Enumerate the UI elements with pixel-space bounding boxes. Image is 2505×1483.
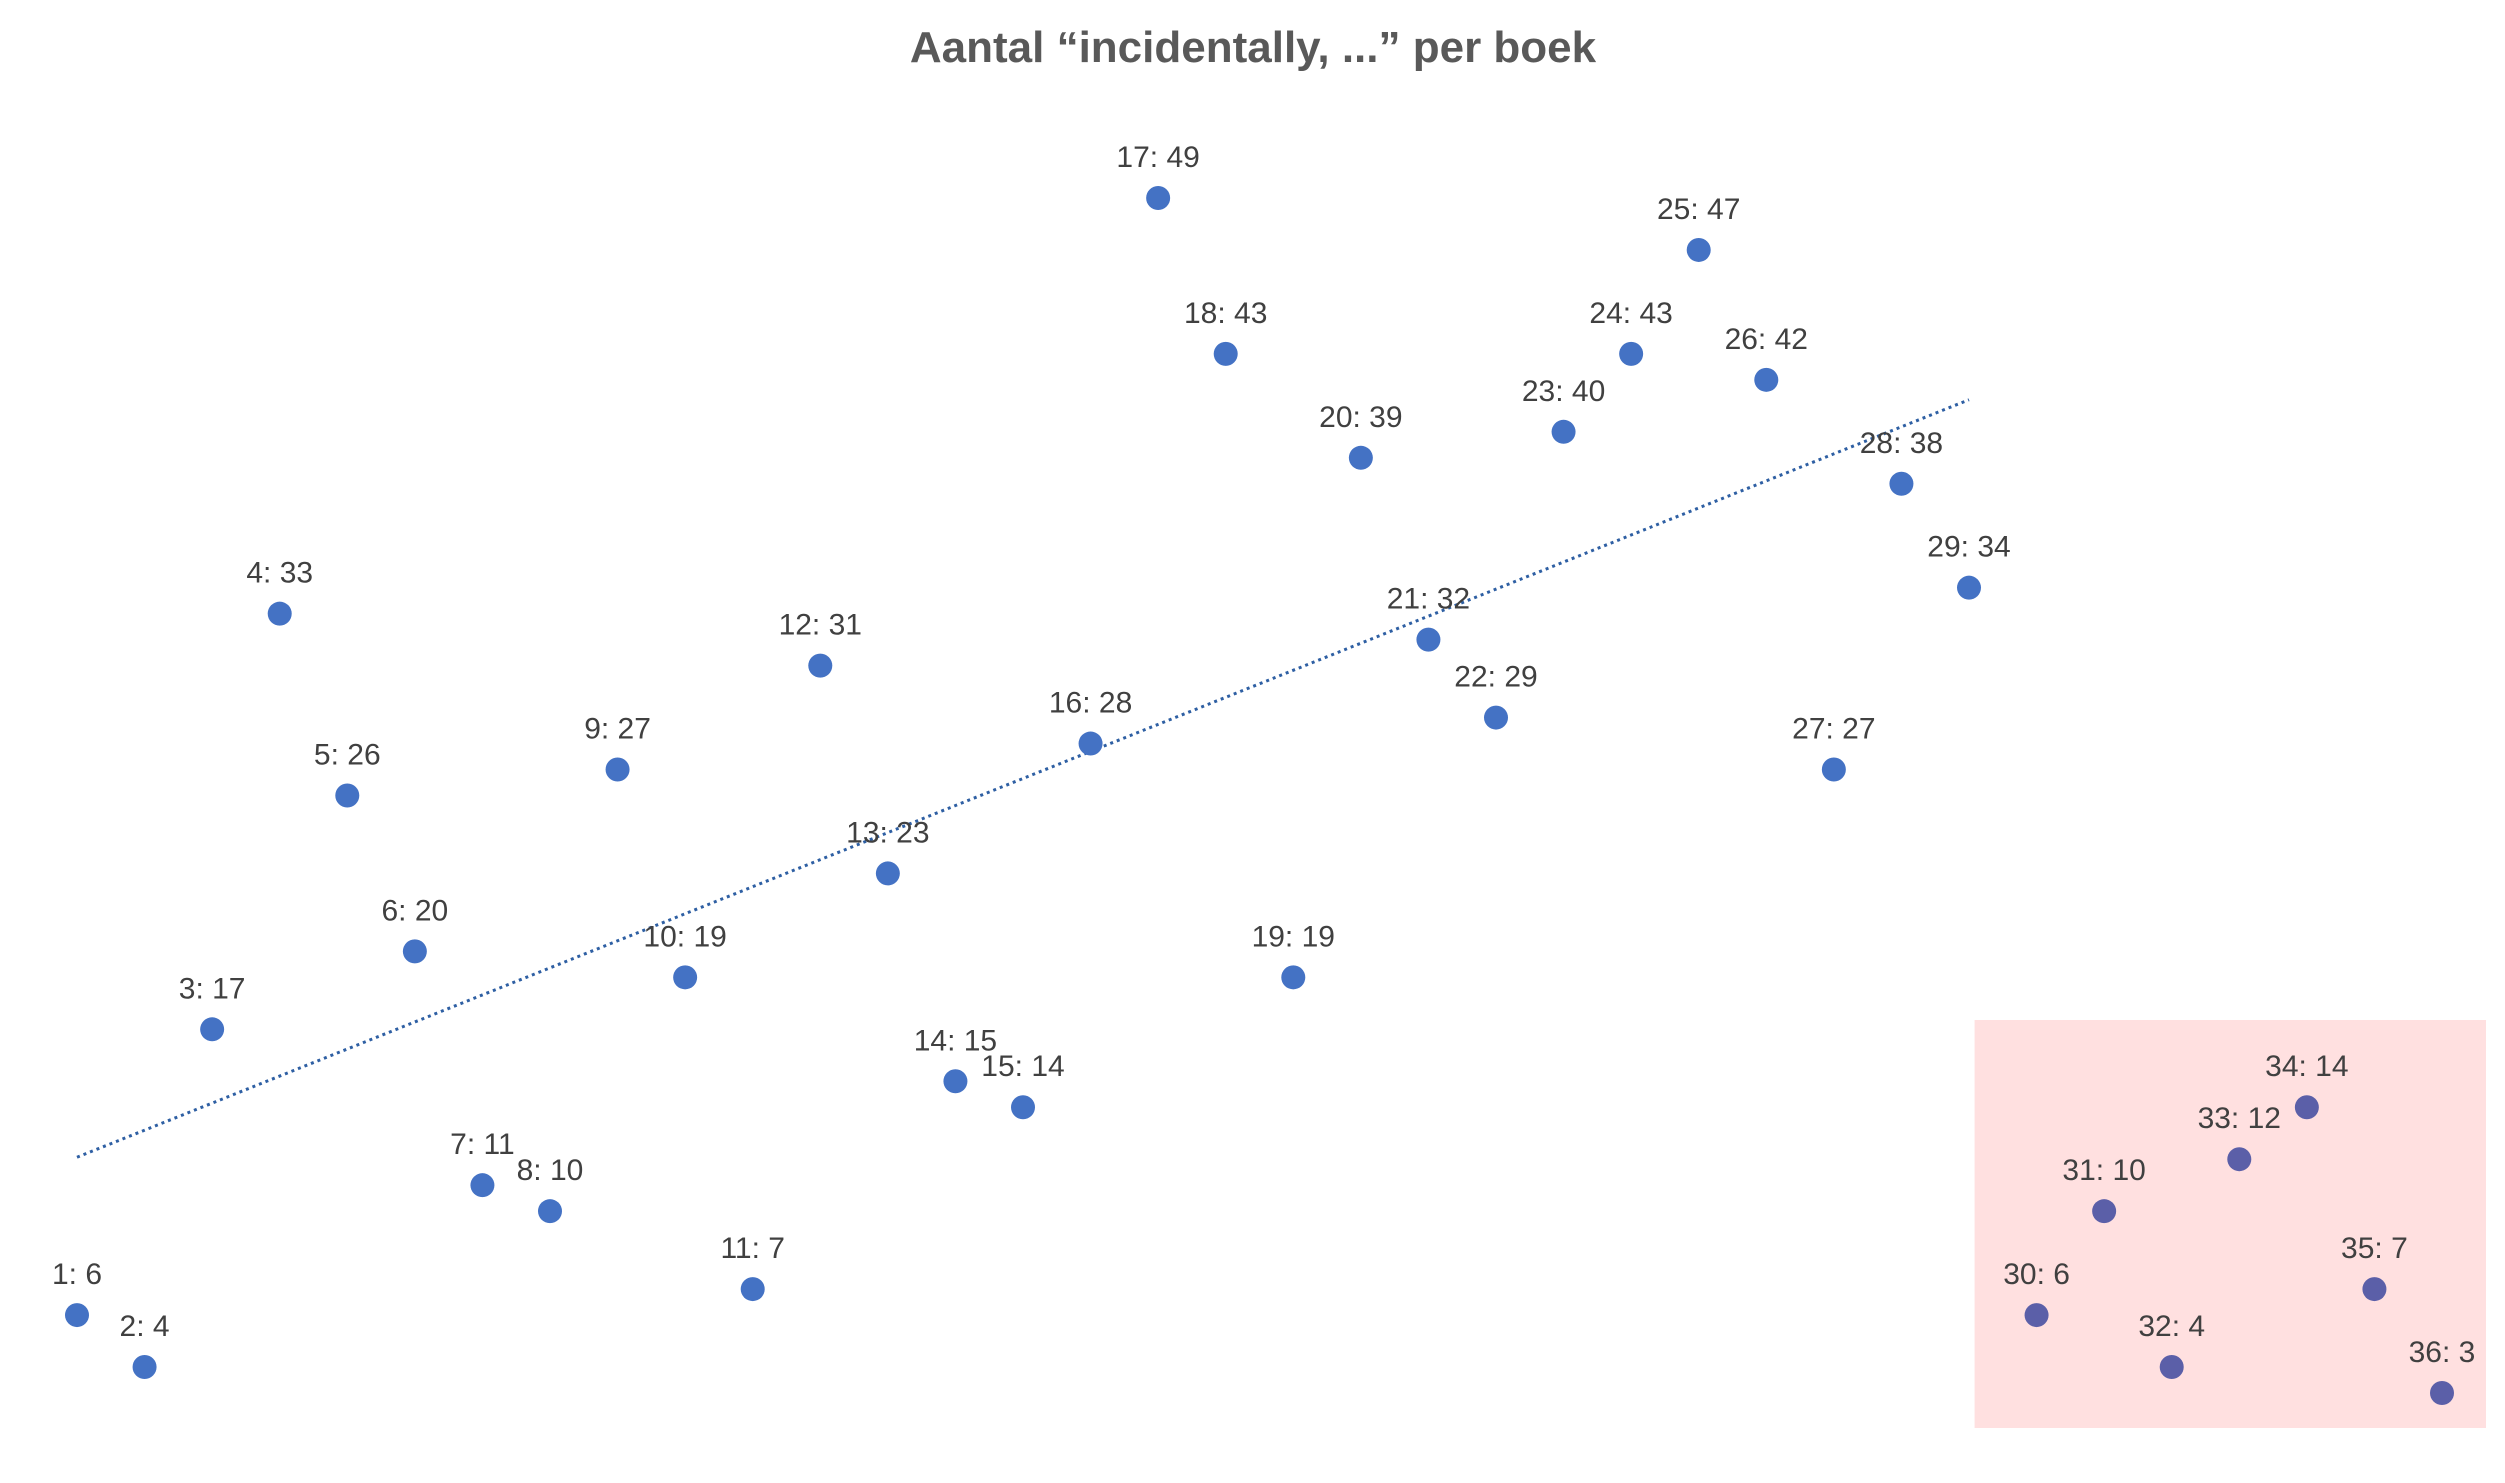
data-label: 19: 19 (1252, 920, 1335, 953)
highlight-region (1974, 1020, 2486, 1428)
data-label: 32: 4 (2138, 1310, 2205, 1343)
data-label: 21: 32 (1387, 583, 1470, 616)
trendline (76, 398, 1970, 1159)
data-point (200, 1017, 225, 1042)
data-label: 16: 28 (1049, 687, 1132, 720)
data-point (402, 939, 427, 964)
data-label: 35: 7 (2341, 1232, 2408, 1265)
data-point (605, 757, 630, 782)
data-label: 8: 10 (517, 1154, 584, 1187)
data-label: 3: 17 (179, 972, 246, 1005)
data-point (538, 1199, 562, 1224)
data-point (1889, 471, 1914, 496)
data-label: 30: 6 (2003, 1258, 2070, 1291)
data-label: 6: 20 (381, 894, 448, 927)
data-point (740, 1277, 765, 1302)
data-point (1619, 341, 1644, 366)
data-point (1213, 341, 1238, 366)
data-point (2430, 1381, 2454, 1405)
data-label: 26: 42 (1725, 323, 1808, 356)
data-point (2092, 1199, 2117, 1224)
data-label: 4: 33 (246, 557, 313, 590)
data-label: 31: 10 (2062, 1154, 2145, 1187)
data-point (65, 1303, 89, 1328)
data-point (267, 601, 292, 626)
data-point (2227, 1147, 2252, 1172)
data-point (1281, 965, 1306, 990)
labels-layer: 1: 6 2: 4 3: 17 4: 33 5: 26 6: 20 7: 118: 10 9:… (52, 141, 2475, 1369)
data-point (2362, 1277, 2387, 1302)
points-layer (65, 186, 2454, 1405)
data-label: 27: 27 (1792, 713, 1875, 746)
data-label: 33: 12 (2198, 1102, 2281, 1135)
data-point (1821, 757, 1846, 782)
data-label: 17: 49 (1116, 141, 1199, 174)
data-point (673, 965, 698, 990)
data-point (1348, 445, 1373, 470)
data-label: 2: 4 (120, 1310, 170, 1343)
data-point (2024, 1303, 2049, 1328)
data-label: 12: 31 (779, 609, 862, 642)
data-label: 9: 27 (584, 713, 651, 746)
highlight-region-layer (1974, 1020, 2486, 1428)
data-point (1551, 419, 1576, 444)
data-point (1957, 575, 1981, 600)
data-point (1416, 627, 1441, 652)
data-point (335, 783, 360, 808)
data-label: 11: 7 (720, 1232, 785, 1265)
data-label: 29: 34 (1927, 531, 2010, 564)
trendline-layer (76, 398, 1970, 1159)
data-label: 5: 26 (314, 739, 381, 772)
data-label: 15: 14 (981, 1050, 1064, 1083)
data-label: 10: 19 (643, 920, 726, 953)
data-label: 24: 43 (1589, 297, 1672, 330)
data-label: 23: 40 (1522, 375, 1605, 408)
data-label: 18: 43 (1184, 297, 1267, 330)
data-label: 22: 29 (1454, 661, 1537, 694)
data-label: 25: 47 (1657, 193, 1740, 226)
data-label: 13: 23 (846, 816, 929, 849)
data-point (1146, 186, 1171, 210)
data-point (470, 1173, 495, 1198)
data-point (943, 1069, 968, 1094)
data-point (2159, 1355, 2184, 1380)
data-label: 28: 38 (1860, 427, 1943, 460)
data-point (1078, 731, 1103, 756)
chart-title: Aantal “incidentally, ...” per boek (910, 23, 1597, 72)
data-point (1754, 367, 1779, 392)
data-point (1686, 237, 1711, 262)
data-label: 20: 39 (1319, 401, 1402, 434)
data-point (875, 861, 900, 886)
data-point (808, 653, 833, 678)
data-label: 1: 6 (52, 1258, 102, 1291)
data-label: 14: 15 (914, 1024, 997, 1057)
data-point (1484, 705, 1508, 730)
data-point (2294, 1095, 2319, 1120)
data-label: 36: 3 (2409, 1336, 2476, 1369)
data-label: 7: 11 (450, 1128, 515, 1161)
data-label: 34: 14 (2265, 1050, 2348, 1083)
data-point (132, 1355, 157, 1380)
data-point (1011, 1095, 1035, 1120)
